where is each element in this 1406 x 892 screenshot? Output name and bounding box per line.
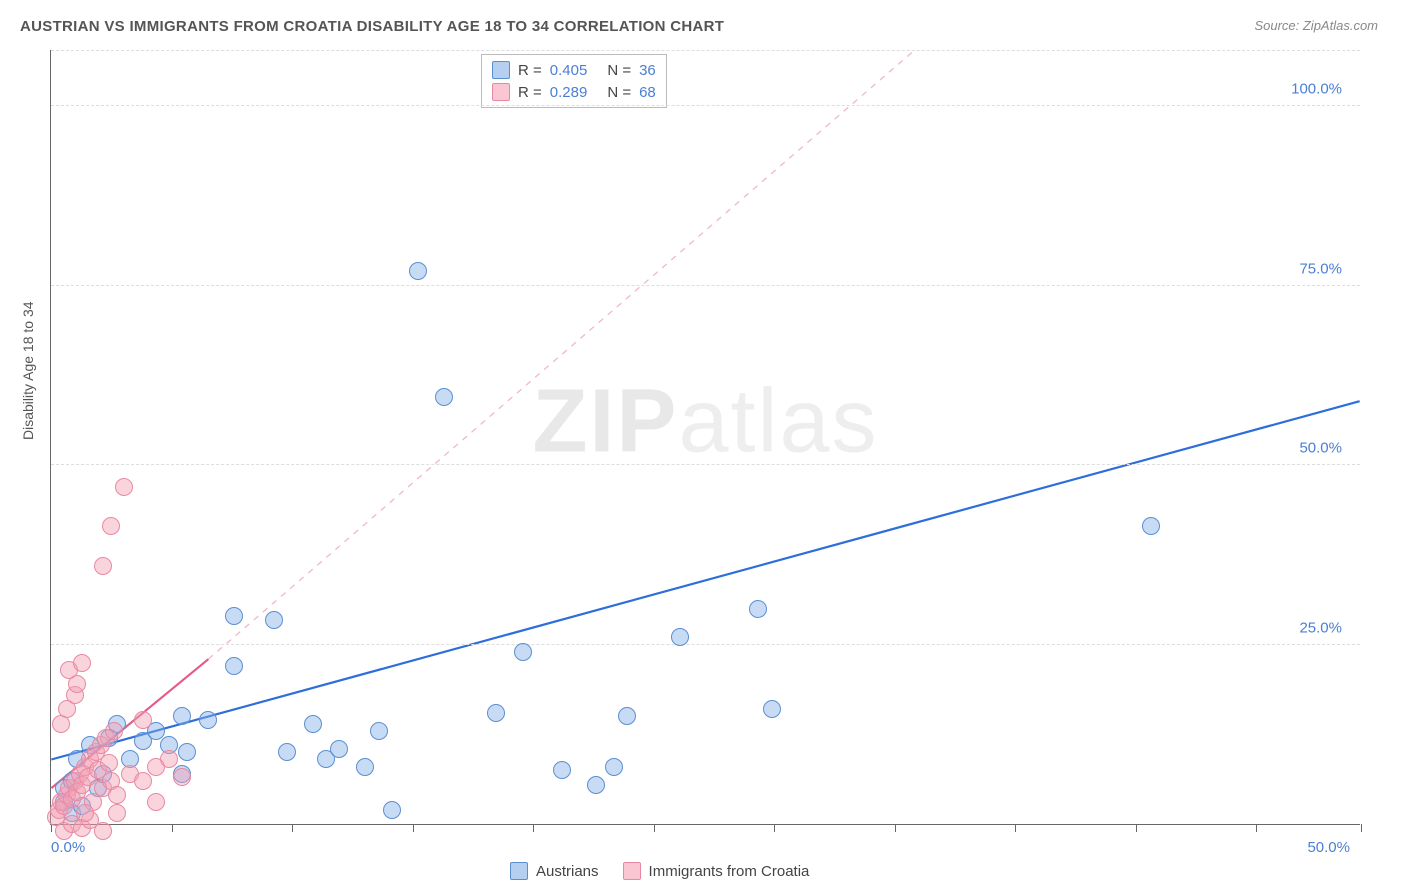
- data-point: [199, 711, 217, 729]
- legend-item: Immigrants from Croatia: [623, 862, 810, 880]
- legend-swatch: [492, 61, 510, 79]
- data-point: [108, 786, 126, 804]
- data-point: [134, 772, 152, 790]
- x-tick: [533, 824, 534, 832]
- x-tick: [1256, 824, 1257, 832]
- legend-row: R = 0.405 N = 36: [492, 59, 656, 81]
- plot-area: ZIPatlas R = 0.405 N = 36 R = 0.289 N = 68 25.0…: [50, 50, 1360, 825]
- legend-swatch: [623, 862, 641, 880]
- legend-r-value: 0.405: [550, 62, 588, 79]
- watermark: ZIPatlas: [532, 370, 878, 473]
- data-point: [178, 743, 196, 761]
- gridline: [51, 464, 1360, 465]
- data-point: [173, 707, 191, 725]
- data-point: [160, 750, 178, 768]
- data-point: [383, 801, 401, 819]
- legend-n-value: 36: [639, 62, 656, 79]
- data-point: [108, 804, 126, 822]
- data-point: [749, 600, 767, 618]
- correlation-legend: R = 0.405 N = 36 R = 0.289 N = 68: [481, 54, 667, 108]
- data-point: [94, 557, 112, 575]
- x-tick: [895, 824, 896, 832]
- watermark-thin: atlas: [678, 371, 878, 471]
- x-tick: [1361, 824, 1362, 832]
- legend-label: Immigrants from Croatia: [649, 863, 810, 880]
- gridline: [51, 50, 1360, 51]
- source-attribution: Source: ZipAtlas.com: [1254, 18, 1378, 33]
- legend-swatch: [510, 862, 528, 880]
- legend-swatch: [492, 83, 510, 101]
- x-tick-label: 50.0%: [1307, 839, 1350, 856]
- data-point: [225, 657, 243, 675]
- data-point: [304, 715, 322, 733]
- data-point: [409, 262, 427, 280]
- x-tick: [51, 824, 52, 832]
- trend-line: [51, 401, 1359, 759]
- data-point: [278, 743, 296, 761]
- gridline: [51, 105, 1360, 106]
- x-tick: [413, 824, 414, 832]
- data-point: [94, 822, 112, 840]
- y-tick-label: 50.0%: [1299, 440, 1342, 457]
- data-point: [102, 517, 120, 535]
- data-point: [435, 388, 453, 406]
- x-tick-label: 0.0%: [51, 839, 85, 856]
- data-point: [100, 754, 118, 772]
- data-point: [618, 707, 636, 725]
- legend-n-label: N =: [607, 84, 631, 101]
- legend-row: R = 0.289 N = 68: [492, 81, 656, 103]
- legend-label: Austrians: [536, 863, 599, 880]
- data-point: [763, 700, 781, 718]
- x-tick: [292, 824, 293, 832]
- data-point: [225, 607, 243, 625]
- data-point: [115, 478, 133, 496]
- series-legend: Austrians Immigrants from Croatia: [510, 862, 809, 880]
- chart-title: AUSTRIAN VS IMMIGRANTS FROM CROATIA DISA…: [20, 18, 724, 35]
- y-tick-label: 25.0%: [1299, 619, 1342, 636]
- data-point: [553, 761, 571, 779]
- trend-line: [208, 50, 914, 659]
- gridline: [51, 285, 1360, 286]
- legend-n-label: N =: [607, 62, 631, 79]
- y-tick-label: 100.0%: [1291, 81, 1342, 98]
- data-point: [587, 776, 605, 794]
- x-tick: [1136, 824, 1137, 832]
- data-point: [1142, 517, 1160, 535]
- legend-r-label: R =: [518, 84, 542, 101]
- data-point: [173, 768, 191, 786]
- legend-n-value: 68: [639, 84, 656, 101]
- gridline: [51, 644, 1360, 645]
- data-point: [671, 628, 689, 646]
- watermark-bold: ZIP: [532, 371, 678, 471]
- x-tick: [774, 824, 775, 832]
- y-axis-label: Disability Age 18 to 34: [20, 301, 36, 440]
- data-point: [105, 722, 123, 740]
- legend-r-label: R =: [518, 62, 542, 79]
- data-point: [605, 758, 623, 776]
- x-tick: [654, 824, 655, 832]
- data-point: [76, 804, 94, 822]
- data-point: [147, 793, 165, 811]
- data-point: [330, 740, 348, 758]
- legend-r-value: 0.289: [550, 84, 588, 101]
- data-point: [134, 711, 152, 729]
- legend-item: Austrians: [510, 862, 599, 880]
- data-point: [370, 722, 388, 740]
- x-tick: [172, 824, 173, 832]
- data-point: [265, 611, 283, 629]
- data-point: [487, 704, 505, 722]
- y-tick-label: 75.0%: [1299, 260, 1342, 277]
- data-point: [514, 643, 532, 661]
- data-point: [356, 758, 374, 776]
- data-point: [73, 654, 91, 672]
- x-tick: [1015, 824, 1016, 832]
- trend-lines-layer: [51, 50, 1360, 824]
